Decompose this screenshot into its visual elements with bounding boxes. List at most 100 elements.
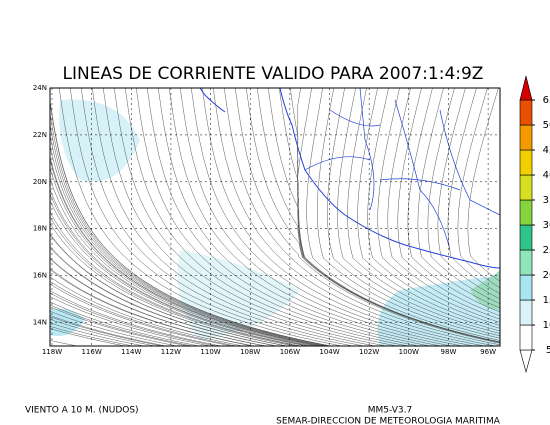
streamline xyxy=(70,88,355,346)
streamline xyxy=(81,88,366,346)
streamline xyxy=(297,88,500,343)
streamline xyxy=(169,88,453,346)
streamline xyxy=(103,88,388,346)
colorbar-label: 45 xyxy=(543,145,550,156)
streamline xyxy=(50,216,300,346)
colorbar-segment xyxy=(519,99,533,126)
streamline xyxy=(306,88,500,341)
colorbar-segment xyxy=(519,174,533,201)
streamline xyxy=(50,268,256,346)
colorbar-label: 10 xyxy=(543,320,550,331)
streamline xyxy=(114,88,399,346)
streamline xyxy=(147,88,431,346)
footer-left: VIENTO A 10 M. (NUDOS) xyxy=(25,406,139,416)
streamline xyxy=(50,283,234,346)
footer-agency: SEMAR-DIRECCION DE METEOROLOGIA MARITIMA xyxy=(276,417,501,425)
streamline xyxy=(437,88,500,300)
colorbar-label: 50 xyxy=(543,120,550,131)
streamline xyxy=(387,88,500,320)
lon-label: 112W xyxy=(161,348,181,356)
colorbar-low xyxy=(519,349,533,374)
streamline xyxy=(377,88,500,323)
streamline xyxy=(50,133,327,346)
lon-label: 114W xyxy=(121,348,141,356)
lon-label: 118W xyxy=(42,348,62,356)
streamline xyxy=(50,199,308,346)
streamline xyxy=(50,269,254,346)
streamline xyxy=(347,88,500,332)
lon-label: 116W xyxy=(81,348,101,356)
lon-label: 106W xyxy=(280,348,300,356)
colorbar-segment xyxy=(519,224,533,251)
streamline xyxy=(257,88,500,343)
streamline xyxy=(50,316,164,346)
colorbar-label: 20 xyxy=(543,270,550,281)
streamline xyxy=(50,326,135,346)
streamline xyxy=(447,88,500,295)
streamline xyxy=(136,88,420,346)
colorbar-segment xyxy=(519,324,533,351)
streamline xyxy=(317,88,500,339)
streamline xyxy=(50,245,279,346)
lon-label: 100W xyxy=(399,348,419,356)
streamline xyxy=(427,88,500,304)
streamline xyxy=(50,328,127,346)
colorbar-label: 40 xyxy=(543,170,550,181)
streamline xyxy=(50,301,201,346)
streamline xyxy=(407,88,500,313)
streamline xyxy=(50,100,332,346)
colorbar-label: 35 xyxy=(543,195,550,206)
colorbar-segment xyxy=(519,274,533,301)
streamline xyxy=(50,247,278,346)
streamline xyxy=(92,88,377,346)
lat-label: 20N xyxy=(33,178,47,186)
streamline xyxy=(50,281,238,346)
streamline xyxy=(202,88,486,346)
streamline xyxy=(50,290,223,346)
streamline xyxy=(180,88,464,346)
streamline xyxy=(50,311,179,346)
colorbar-label: 30 xyxy=(543,220,550,231)
coastline xyxy=(279,88,500,269)
streamline xyxy=(50,322,146,346)
streamline xyxy=(457,88,500,289)
streamline xyxy=(397,88,500,317)
streamline xyxy=(50,122,329,346)
streamline xyxy=(337,88,500,334)
lat-label: 18N xyxy=(33,225,47,233)
colorbar-segment xyxy=(519,299,533,326)
streamline xyxy=(50,296,212,346)
streamline xyxy=(50,319,157,346)
streamline xyxy=(50,144,325,346)
colorbar-label: 15 xyxy=(543,295,550,306)
streamline xyxy=(50,306,190,346)
lon-label: 102W xyxy=(359,348,379,356)
colorbar-segment xyxy=(519,149,533,176)
streamline xyxy=(191,88,475,346)
colorbar-segment xyxy=(519,199,533,226)
streamline xyxy=(235,88,500,344)
streamline xyxy=(50,155,323,346)
streamline xyxy=(59,88,344,346)
streamline xyxy=(467,88,500,282)
colorbar-segment xyxy=(519,124,533,151)
lat-label: 24N xyxy=(33,84,47,92)
streamline xyxy=(50,193,311,346)
streamline xyxy=(125,88,409,346)
colorbar-segment xyxy=(519,249,533,276)
lat-label: 16N xyxy=(33,272,47,280)
streamline xyxy=(50,166,320,346)
streamline xyxy=(367,88,500,326)
streamline xyxy=(50,211,302,346)
streamline xyxy=(357,88,500,329)
footer-model: MM5-V3.7 xyxy=(368,406,412,416)
lon-label: 110W xyxy=(200,348,220,356)
lon-label: 104W xyxy=(319,348,339,356)
streamline xyxy=(50,292,218,346)
lat-label: 14N xyxy=(33,319,47,327)
streamline xyxy=(327,88,500,337)
lon-label: 96W xyxy=(480,348,496,356)
colorbar-high xyxy=(519,75,533,101)
streamline xyxy=(50,257,268,346)
